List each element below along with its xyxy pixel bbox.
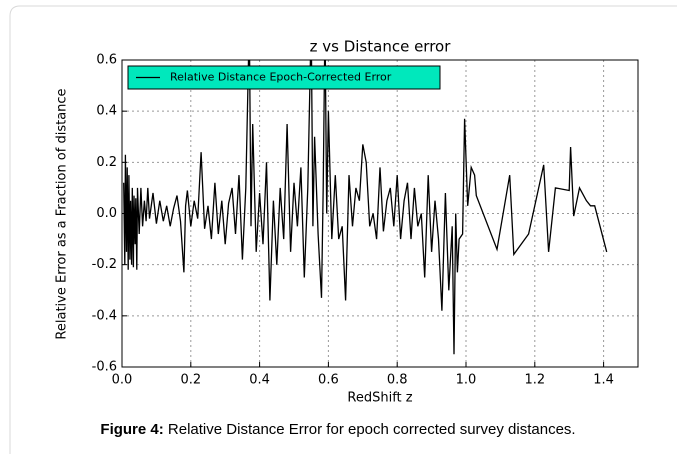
y-axis-label: Relative Error as a Fraction of distance xyxy=(55,88,70,339)
x-axis-label: RedShift z xyxy=(347,391,412,406)
y-tick-label: 0.4 xyxy=(96,104,117,119)
x-tick-label: 1.0 xyxy=(456,373,477,388)
caption: Figure 4: Relative Distance Error for ep… xyxy=(100,421,575,438)
x-tick-label: 0.2 xyxy=(180,373,201,388)
legend-label: Relative Distance Epoch-Corrected Error xyxy=(170,71,392,84)
x-tick-label: 0.6 xyxy=(318,373,339,388)
y-tick-label: 0.6 xyxy=(96,53,117,68)
caption-label: Figure 4: xyxy=(100,421,163,438)
y-tick-label: -0.2 xyxy=(92,257,117,272)
x-tick-label: 1.4 xyxy=(593,373,614,388)
y-tick-label: 0.0 xyxy=(96,206,117,221)
data-line xyxy=(123,60,608,355)
chart-title: z vs Distance error xyxy=(310,38,452,56)
x-tick-label: 0.8 xyxy=(387,373,408,388)
x-tick-label: 0.0 xyxy=(112,373,133,388)
y-tick-label: -0.6 xyxy=(92,360,117,375)
x-tick-label: 1.2 xyxy=(524,373,545,388)
caption-text: Relative Distance Error for epoch correc… xyxy=(164,421,576,438)
frame xyxy=(9,5,677,454)
legend-box xyxy=(127,65,441,90)
y-tick-label: 0.2 xyxy=(96,155,117,170)
y-tick-label: -0.4 xyxy=(92,308,117,323)
plot-border xyxy=(121,59,639,368)
x-tick-label: 0.4 xyxy=(249,373,270,388)
